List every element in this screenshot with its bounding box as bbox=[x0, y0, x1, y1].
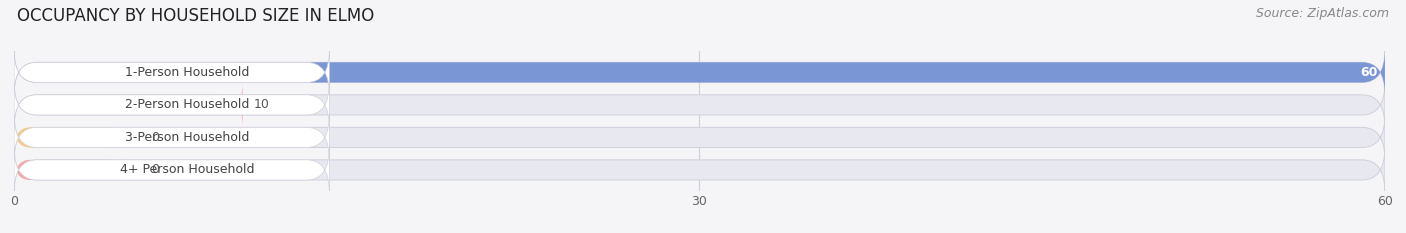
Text: 3-Person Household: 3-Person Household bbox=[125, 131, 250, 144]
Text: 0: 0 bbox=[152, 131, 160, 144]
FancyBboxPatch shape bbox=[14, 147, 329, 192]
Text: 60: 60 bbox=[1361, 66, 1378, 79]
Text: Source: ZipAtlas.com: Source: ZipAtlas.com bbox=[1256, 7, 1389, 20]
Text: 2-Person Household: 2-Person Household bbox=[125, 98, 250, 111]
Text: 0: 0 bbox=[152, 163, 160, 176]
Text: OCCUPANCY BY HOUSEHOLD SIZE IN ELMO: OCCUPANCY BY HOUSEHOLD SIZE IN ELMO bbox=[17, 7, 374, 25]
FancyBboxPatch shape bbox=[14, 115, 329, 160]
FancyBboxPatch shape bbox=[14, 157, 124, 183]
FancyBboxPatch shape bbox=[14, 82, 243, 127]
FancyBboxPatch shape bbox=[14, 82, 329, 127]
FancyBboxPatch shape bbox=[14, 82, 1385, 127]
Text: 10: 10 bbox=[254, 98, 270, 111]
Text: 4+ Person Household: 4+ Person Household bbox=[121, 163, 254, 176]
FancyBboxPatch shape bbox=[14, 50, 1385, 95]
FancyBboxPatch shape bbox=[14, 125, 124, 150]
FancyBboxPatch shape bbox=[14, 50, 329, 95]
FancyBboxPatch shape bbox=[14, 147, 1385, 192]
FancyBboxPatch shape bbox=[14, 115, 1385, 160]
FancyBboxPatch shape bbox=[14, 50, 1385, 95]
Text: 1-Person Household: 1-Person Household bbox=[125, 66, 250, 79]
